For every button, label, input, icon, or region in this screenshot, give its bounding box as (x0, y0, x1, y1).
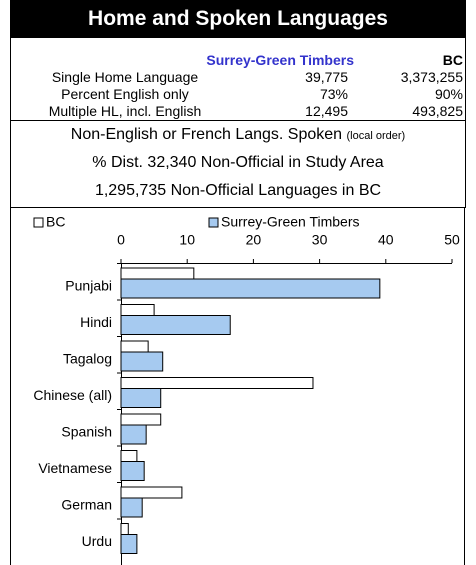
x-tick-label: 20 (246, 232, 262, 248)
bar (120, 267, 195, 280)
legend-label: BC (46, 214, 65, 230)
notes: Non-English or French Langs. Spoken (loc… (10, 121, 466, 208)
bar (120, 377, 314, 389)
bar (120, 413, 162, 426)
cell: 39,775 (305, 69, 348, 85)
title: Home and Spoken Languages (10, 0, 466, 38)
bar (120, 523, 129, 535)
table-row: Percent English only 73% 90% (11, 86, 465, 103)
y-tick-label: Urdu (82, 533, 112, 549)
x-tick-label: 10 (179, 232, 195, 248)
legend-swatch (208, 217, 219, 228)
legend-swatch (33, 217, 44, 228)
bar (120, 304, 155, 316)
cell: 493,825 (412, 103, 463, 119)
note-text: Non-English or French Langs. Spoken (70, 126, 343, 143)
bar (120, 388, 162, 408)
bar (120, 340, 149, 353)
cell: 90% (434, 86, 463, 102)
cell: 73% (319, 86, 348, 102)
table-row: Multiple HL, incl. English 12,495 493,82… (11, 103, 465, 120)
cell: Multiple HL, incl. English (48, 103, 202, 119)
x-tick-label: 30 (312, 232, 328, 248)
y-tick-label: Vietnamese (38, 460, 112, 476)
bar (120, 278, 381, 299)
cell: Single Home Language (51, 69, 199, 85)
note-small: (local order) (346, 130, 406, 142)
bar (120, 450, 138, 462)
x-tick-label: 50 (444, 232, 460, 248)
x-tick-label: 0 (117, 232, 125, 248)
note: % Dist. 32,340 Non-Official in Study Are… (92, 154, 384, 171)
cell: 3,373,255 (400, 69, 463, 85)
bar (120, 424, 147, 445)
table-row: Single Home Language 39,775 3,373,255 (11, 69, 465, 86)
bar (120, 461, 145, 481)
column-header: BC (442, 52, 463, 68)
y-tick-label: Chinese (all) (33, 387, 112, 403)
y-tick-label: Tagalog (63, 351, 112, 367)
summary-table: Surrey-Green Timbers BC Single Home Lang… (10, 38, 466, 121)
cell: 12,495 (305, 103, 348, 119)
legend-label: Surrey-Green Timbers (221, 214, 359, 230)
column-header: Surrey-Green Timbers (206, 52, 354, 68)
note: 1,295,735 Non-Official Languages in BC (94, 182, 382, 199)
table-header: Surrey-Green Timbers BC (11, 52, 465, 69)
bar (120, 351, 164, 372)
bar (120, 486, 183, 499)
bar (120, 534, 138, 554)
y-tick-label: Hindi (80, 314, 112, 330)
y-tick-label: Spanish (61, 424, 112, 440)
note: Non-English or French Langs. Spoken (loc… (11, 121, 465, 149)
bar (120, 497, 143, 518)
x-tick-label: 40 (378, 232, 394, 248)
bar (120, 315, 231, 335)
cell: Percent English only (61, 86, 189, 102)
y-tick-label: Punjabi (65, 278, 112, 294)
y-tick-label: German (61, 497, 112, 513)
